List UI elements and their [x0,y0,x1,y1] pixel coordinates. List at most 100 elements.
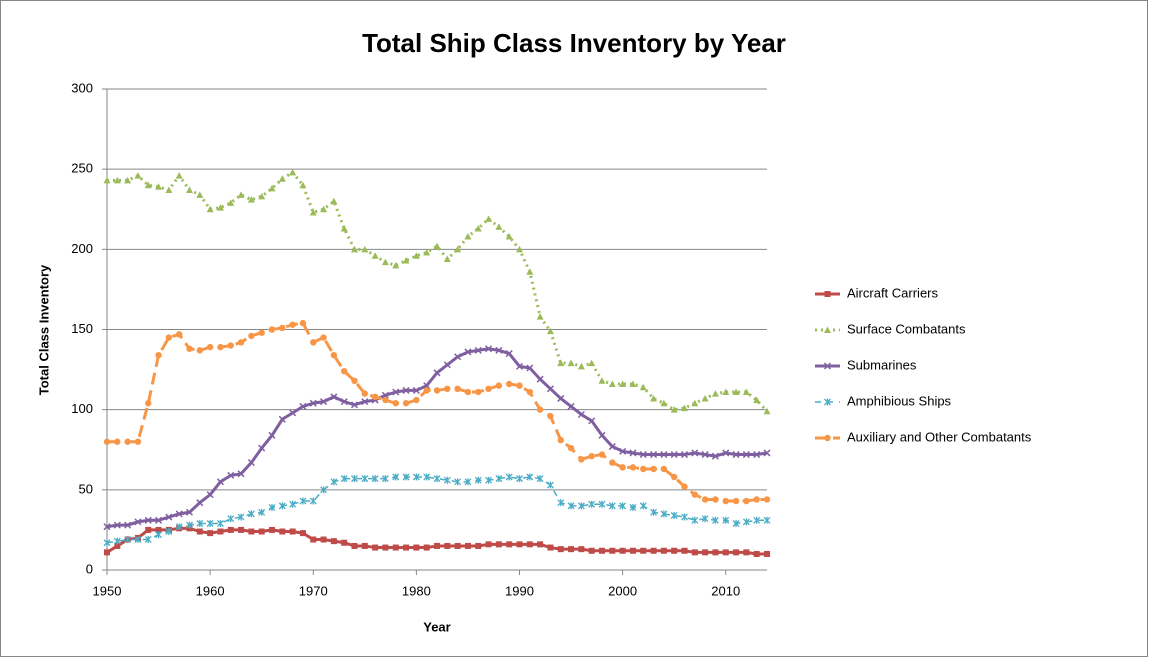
y-tick-label: 150 [71,321,93,336]
point [444,385,451,393]
point [650,547,657,554]
point [382,396,389,404]
point [134,536,142,544]
legend-marker [824,291,831,297]
legend-marker [824,326,831,333]
point [206,205,214,213]
point [309,497,317,505]
point [598,500,606,508]
y-axis-label: Total Class Inventory [36,264,51,395]
point [516,382,523,389]
point [186,521,193,529]
point [619,380,627,388]
point [320,398,328,406]
point [660,399,668,407]
point [474,224,482,232]
point [423,382,431,390]
point [443,255,451,262]
point [371,393,379,401]
point [650,508,658,516]
point [155,351,162,359]
point [670,473,678,481]
chart-title: Total Ship Class Inventory by Year [362,28,786,58]
point [485,541,492,548]
point [248,332,255,340]
point [763,516,771,524]
point [124,438,131,445]
point [598,451,606,458]
point [474,476,482,484]
point [361,245,369,253]
point [443,476,451,484]
point [454,353,462,361]
point [423,473,431,481]
point [278,175,286,182]
point [722,388,730,396]
point [495,382,503,389]
point [763,496,771,503]
point [495,346,503,354]
point [516,475,523,483]
point [361,542,368,549]
legend-item: Surface Combatants [815,321,966,336]
point [227,199,235,206]
point [216,478,224,486]
point [639,502,647,510]
point [258,444,266,452]
point [722,449,730,457]
point [258,528,265,535]
point [629,503,637,511]
point [402,400,410,407]
point [340,398,348,406]
point [186,345,193,352]
point [175,172,183,179]
point [650,451,658,459]
point [433,475,441,483]
point [537,541,544,548]
point [402,473,410,481]
point [660,547,667,554]
point [505,380,513,388]
point [670,451,678,459]
point [454,478,462,486]
point [536,313,544,320]
x-tick-label: 1980 [402,583,431,598]
point [392,400,399,407]
point [103,176,111,184]
point [557,394,565,402]
point [134,438,142,445]
point [732,520,740,528]
point [464,348,472,356]
legend-label: Auxiliary and Other Combatants [847,429,1032,444]
point [629,547,636,554]
point [124,176,132,184]
y-tick-label: 100 [71,401,93,416]
point [711,390,719,397]
point [309,399,317,407]
point [361,398,369,406]
point [134,518,142,526]
point [722,549,729,556]
point [413,544,420,551]
point [412,252,420,259]
point [609,459,616,466]
point [557,359,565,367]
series [103,168,771,415]
x-tick-label: 1970 [299,583,328,598]
legend-item: Amphibious Ships [815,393,952,408]
point [567,359,575,367]
point [392,544,399,551]
point [330,538,337,545]
point [732,497,740,505]
point [474,346,482,354]
point [392,388,400,396]
point [113,176,121,184]
point [568,546,575,553]
point [289,528,296,535]
point [753,550,760,557]
point [237,513,245,521]
point [763,449,771,457]
point [113,521,121,529]
point [310,536,317,543]
point [258,192,266,200]
